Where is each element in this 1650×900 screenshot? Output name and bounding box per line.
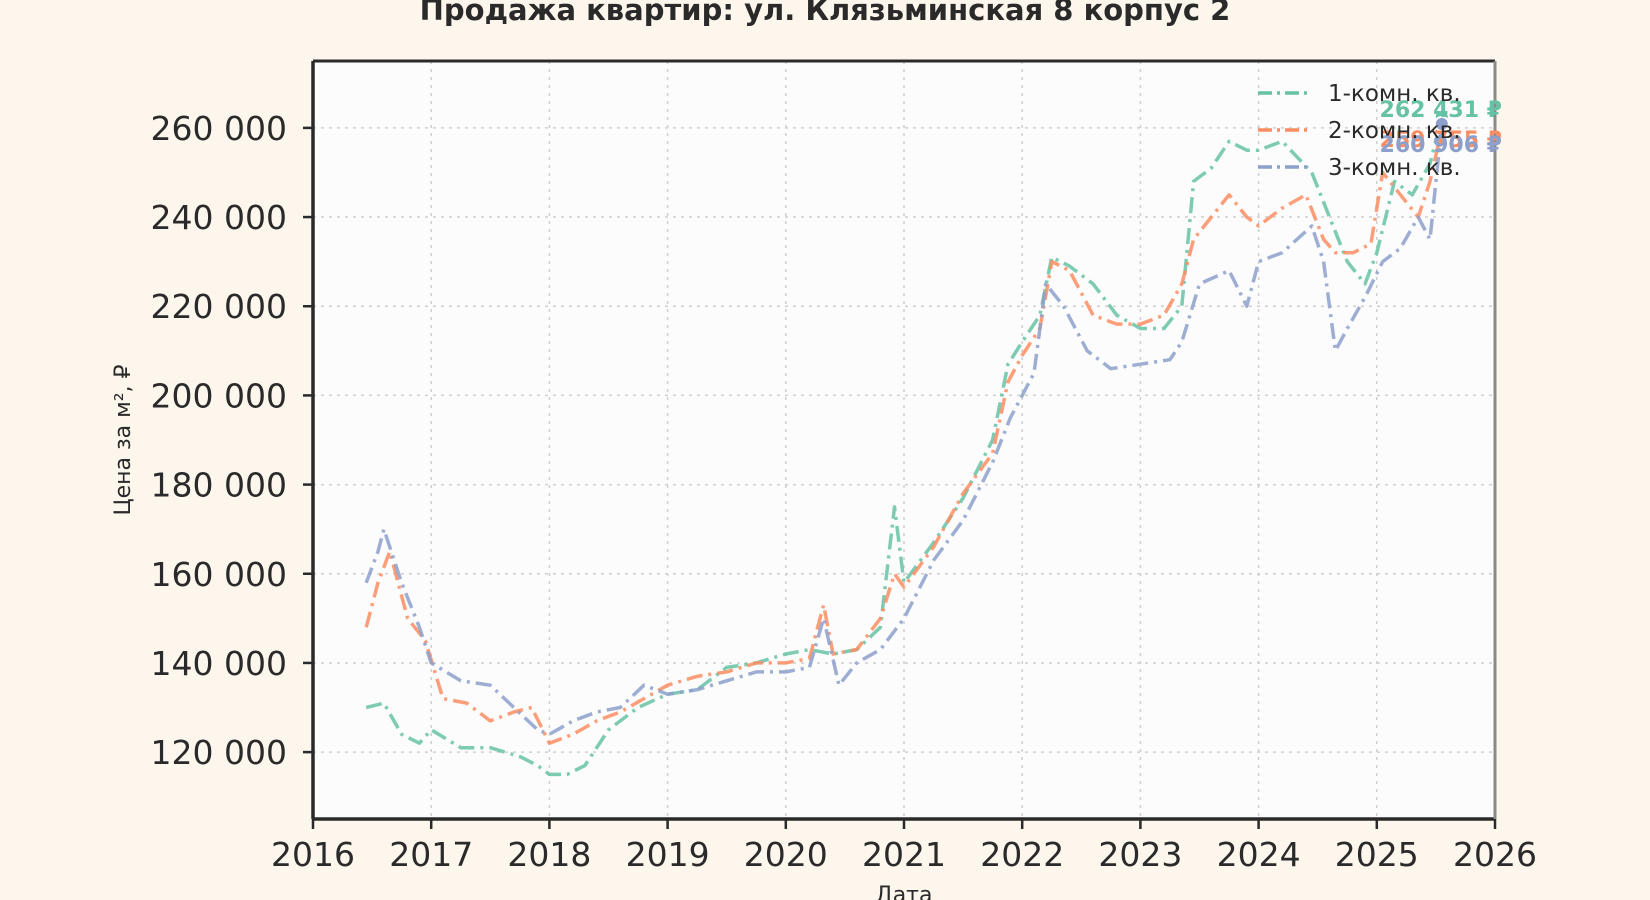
x-tick-label: 2024 bbox=[1217, 835, 1301, 874]
x-tick-label: 2020 bbox=[744, 835, 828, 874]
chart-title: Продажа квартир: ул. Клязьминская 8 корп… bbox=[420, 0, 1231, 27]
ticks: 2016 2017 2018 2019 2020 2021 2022 2023 2024 2025… bbox=[151, 109, 1537, 874]
x-tick-label: 2018 bbox=[507, 835, 591, 874]
legend-label-2: 2-комн. кв. bbox=[1328, 118, 1461, 144]
x-tick-label: 2019 bbox=[626, 835, 710, 874]
y-tick-label: 120 000 bbox=[151, 733, 287, 772]
end-labels: 262 431 ₽ 259 755 ₽260 906 ₽ bbox=[1380, 98, 1502, 158]
x-tick-label: 2022 bbox=[980, 835, 1064, 874]
y-tick-label: 140 000 bbox=[151, 644, 287, 683]
series-end-label-1: 262 431 ₽ bbox=[1380, 98, 1502, 123]
y-tick-label: 160 000 bbox=[151, 555, 287, 594]
y-axis-label: Цена за м², ₽ bbox=[111, 364, 136, 515]
x-axis-label: Дата bbox=[876, 883, 933, 900]
y-tick-label: 180 000 bbox=[151, 466, 287, 505]
series-end-point-3 bbox=[1433, 115, 1450, 132]
x-tick-label: 2021 bbox=[862, 835, 946, 874]
x-tick-label: 2026 bbox=[1453, 835, 1537, 874]
y-tick-label: 200 000 bbox=[151, 376, 287, 415]
y-tick-label: 260 000 bbox=[151, 109, 287, 148]
series-lines bbox=[364, 109, 1450, 777]
x-tick-label: 2016 bbox=[271, 835, 355, 874]
legend: 1-комн. кв. 2-комн. кв. 3-комн. кв. bbox=[1258, 81, 1461, 181]
x-tick-label: 2023 bbox=[1098, 835, 1182, 874]
series-line-2 bbox=[364, 128, 1444, 745]
series-line-3 bbox=[364, 123, 1444, 737]
legend-label-3: 3-комн. кв. bbox=[1328, 155, 1461, 181]
series-line-1 bbox=[365, 116, 1444, 777]
x-tick-label: 2017 bbox=[389, 835, 473, 874]
legend-label-1: 1-комн. кв. bbox=[1328, 81, 1461, 107]
y-tick-label: 240 000 bbox=[151, 198, 287, 237]
series-end-label-2: 259 755 ₽ bbox=[1380, 128, 1502, 153]
y-tick-label: 220 000 bbox=[151, 287, 287, 326]
x-tick-label: 2025 bbox=[1335, 835, 1419, 874]
series-end-label-3: 260 906 ₽ bbox=[1380, 133, 1502, 158]
